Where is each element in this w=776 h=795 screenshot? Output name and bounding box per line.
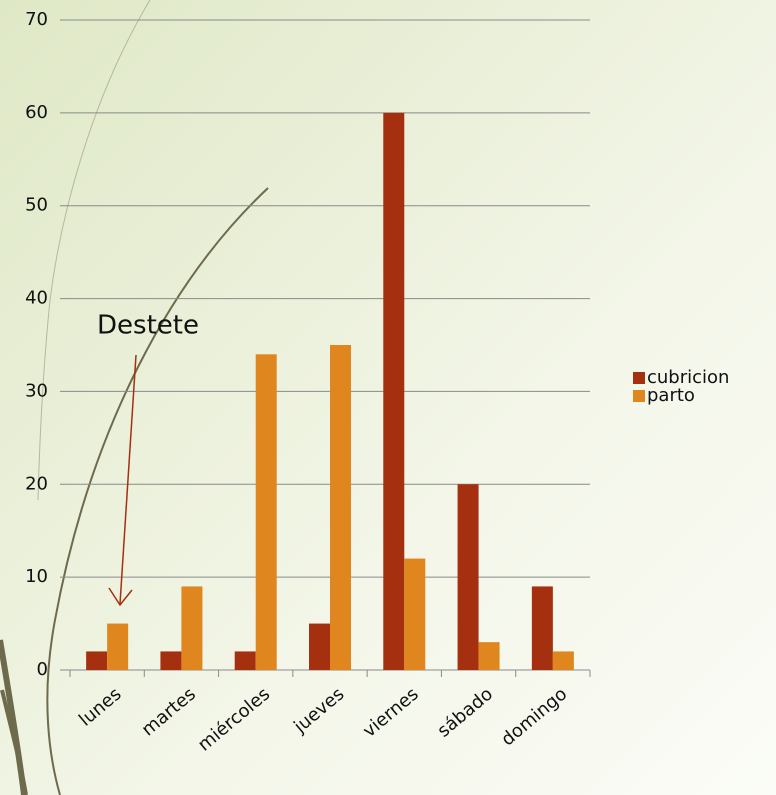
annotation: Destete (97, 311, 199, 341)
decor-curve (46, 187, 269, 795)
legend-label: cubricion (647, 367, 729, 388)
bar (383, 112, 405, 671)
y-tick-label: 0 (37, 659, 48, 680)
y-tick-label: 50 (25, 195, 48, 216)
annotation-arrow (119, 354, 137, 605)
y-tick-label: 40 (25, 288, 48, 309)
bar (86, 651, 108, 670)
bar (330, 345, 351, 670)
legend-swatch (633, 372, 645, 384)
decor-curve (37, 0, 151, 501)
decor-curve (0, 689, 28, 795)
y-tick-label: 70 (25, 9, 48, 30)
bar (255, 354, 277, 670)
bar (404, 558, 426, 670)
bar (531, 586, 553, 670)
bar (309, 623, 330, 670)
y-tick-label: 20 (25, 473, 48, 494)
bar (107, 623, 129, 670)
bar (181, 586, 203, 670)
legend-label: parto (647, 385, 695, 406)
annotation-arrowhead (108, 587, 133, 607)
bar (552, 651, 574, 670)
bar (457, 484, 479, 670)
y-tick-label: 30 (25, 380, 48, 401)
bar (478, 642, 500, 670)
legend-swatch (633, 390, 645, 402)
y-tick-label: 60 (25, 102, 48, 123)
y-tick-label: 10 (25, 566, 48, 587)
bar (160, 651, 182, 670)
bar (234, 651, 256, 670)
